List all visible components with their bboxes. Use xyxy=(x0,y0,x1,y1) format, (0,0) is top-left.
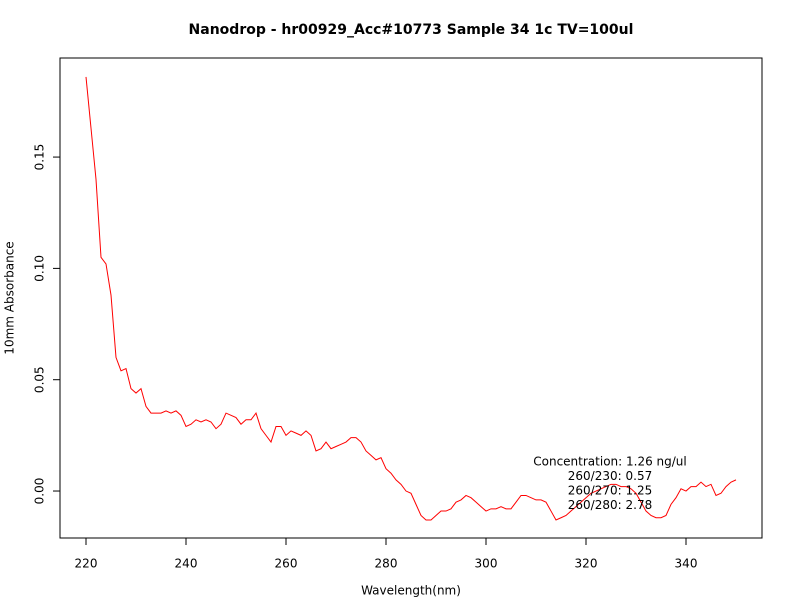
x-tick-label: 340 xyxy=(675,557,698,571)
y-tick-label: 0.00 xyxy=(33,478,47,505)
y-tick-label: 0.10 xyxy=(33,255,47,282)
plot-frame xyxy=(59,57,763,539)
x-tick-label: 320 xyxy=(575,557,598,571)
y-tick-label: 0.15 xyxy=(33,144,47,171)
annotation: 260/280: 2.78 xyxy=(568,498,652,512)
x-tick-label: 240 xyxy=(175,557,198,571)
x-axis-label: Wavelength(nm) xyxy=(361,584,461,598)
chart-title: Nanodrop - hr00929_Acc#10773 Sample 34 1… xyxy=(189,22,634,38)
annotation: 260/230: 0.57 xyxy=(568,469,652,483)
y-tick-label: 0.05 xyxy=(33,366,47,393)
x-tick-label: 280 xyxy=(375,557,398,571)
y-axis-label: 10mm Absorbance xyxy=(3,241,17,354)
spectrum-line xyxy=(85,76,737,521)
x-tick-label: 300 xyxy=(475,557,498,571)
annotation: 260/270: 1.25 xyxy=(568,484,652,498)
x-tick-label: 260 xyxy=(275,557,298,571)
x-tick-label: 220 xyxy=(75,557,98,571)
annotation: Concentration: 1.26 ng/ul xyxy=(533,455,687,469)
